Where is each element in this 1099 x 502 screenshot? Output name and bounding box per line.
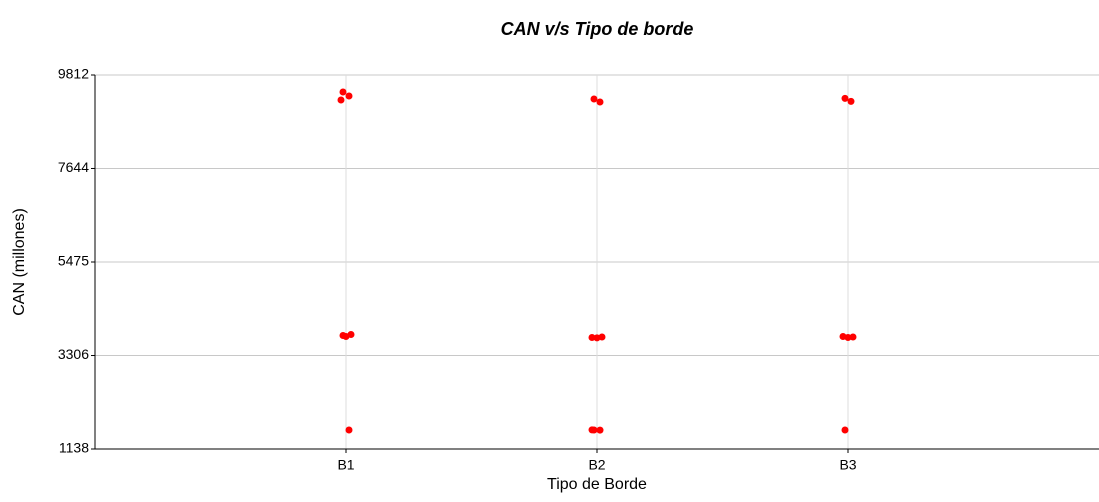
y-tick-label: 3306 xyxy=(58,346,89,362)
y-tick-label: 1138 xyxy=(59,440,89,456)
point xyxy=(339,88,347,96)
point xyxy=(596,98,604,106)
point xyxy=(590,95,598,103)
y-tick-label: 7644 xyxy=(58,159,89,175)
point xyxy=(847,97,855,105)
point xyxy=(588,426,596,434)
x-tick-label: B3 xyxy=(839,457,856,473)
chart-title: CAN v/s Tipo de borde xyxy=(501,19,694,39)
x-tick-label: B1 xyxy=(337,457,354,473)
y-axis-label: CAN (millones) xyxy=(11,208,28,316)
point xyxy=(345,426,353,434)
point xyxy=(588,333,596,341)
point xyxy=(841,426,849,434)
point xyxy=(841,94,849,102)
point xyxy=(593,334,601,342)
point xyxy=(345,92,353,100)
y-tick-label: 5475 xyxy=(58,253,89,269)
y-tick-label: 9812 xyxy=(58,66,89,82)
x-axis-label: Tipo de Borde xyxy=(547,476,647,493)
point xyxy=(596,426,604,434)
point xyxy=(339,332,347,340)
x-tick-label: B2 xyxy=(588,457,605,473)
point xyxy=(844,333,852,341)
point xyxy=(337,96,345,104)
